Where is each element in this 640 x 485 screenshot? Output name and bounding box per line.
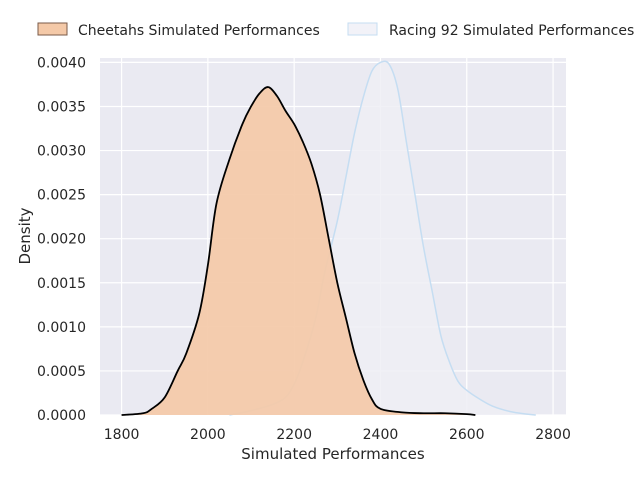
x-tick-label: 2600 [449, 427, 485, 443]
density-area-cheetahs [121, 87, 476, 415]
x-tick-label: 2200 [276, 427, 312, 443]
legend-swatch-racing-92 [347, 22, 378, 36]
density-line-cheetahs [121, 86, 476, 416]
x-ticks: 1800 2000 2200 2400 2600 2800 [104, 427, 571, 443]
y-ticks: 0.0000 0.0005 0.0010 0.0015 0.0020 0.0025 0.00… [37, 55, 86, 424]
series-layer [121, 60, 536, 416]
legend: Cheetahs Simulated Performances Racing 9… [37, 22, 634, 39]
x-tick-label: 2800 [535, 427, 571, 443]
y-tick-label: 0.0030 [37, 144, 86, 160]
density-area-racing-92 [229, 61, 536, 416]
y-tick-label: 0.0035 [37, 99, 86, 115]
y-axis-label: Density [16, 207, 34, 264]
x-axis-label: Simulated Performances [241, 445, 425, 463]
y-tick-label: 0.0010 [37, 320, 86, 336]
y-tick-label: 0.0020 [37, 232, 86, 248]
x-tick-label: 1800 [104, 427, 140, 443]
y-tick-label: 0.0040 [37, 55, 86, 71]
y-tick-label: 0.0015 [37, 276, 86, 292]
legend-label-cheetahs: Cheetahs Simulated Performances [78, 23, 320, 39]
y-tick-label: 0.0005 [37, 364, 86, 380]
legend-swatch-cheetahs [37, 22, 68, 36]
y-tick-label: 0.0025 [37, 188, 86, 204]
legend-label-racing-92: Racing 92 Simulated Performances [389, 23, 634, 39]
y-tick-label: 0.0000 [37, 408, 86, 424]
x-tick-label: 2400 [363, 427, 399, 443]
x-tick-label: 2000 [190, 427, 226, 443]
